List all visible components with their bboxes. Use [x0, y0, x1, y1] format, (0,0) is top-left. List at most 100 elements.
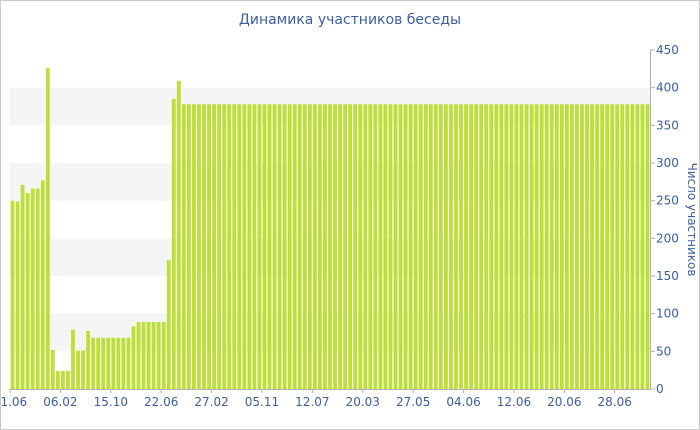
- bar: [207, 104, 211, 390]
- bar: [222, 104, 227, 390]
- bar: [338, 104, 342, 390]
- bar: [287, 104, 292, 390]
- bar: [252, 104, 257, 390]
- bar: [438, 104, 443, 390]
- bar: [358, 104, 363, 390]
- x-tick-label: 06.02: [43, 395, 77, 409]
- bar: [277, 104, 282, 390]
- bar: [635, 104, 640, 390]
- bar: [539, 104, 544, 390]
- bar: [625, 104, 630, 390]
- bar: [383, 104, 388, 390]
- bar: [620, 104, 625, 390]
- y-tick-label: 450: [656, 43, 679, 57]
- bar: [564, 104, 569, 390]
- bar: [610, 104, 615, 390]
- bar: [393, 104, 398, 390]
- bar: [202, 104, 206, 390]
- bar: [242, 104, 247, 390]
- bar: [549, 104, 554, 390]
- bar: [282, 104, 287, 390]
- bar: [580, 104, 584, 390]
- bar: [398, 104, 403, 390]
- bar: [343, 104, 348, 390]
- bar: [318, 104, 322, 390]
- bar: [544, 104, 549, 390]
- bar: [363, 104, 368, 390]
- bar: [615, 104, 620, 390]
- bar: [151, 321, 156, 389]
- bar: [413, 104, 418, 390]
- bar: [55, 370, 60, 389]
- bar: [494, 104, 499, 390]
- x-tick-label: 04.06: [446, 395, 480, 409]
- bar: [373, 104, 378, 390]
- bar: [292, 104, 297, 390]
- bar: [484, 104, 489, 390]
- x-tick-label: 12.06: [497, 395, 531, 409]
- bar: [333, 104, 337, 390]
- bar: [106, 337, 111, 389]
- bar: [91, 337, 96, 389]
- bar: [323, 104, 327, 390]
- bar: [146, 321, 151, 389]
- bar: [443, 104, 448, 390]
- bar: [418, 104, 423, 390]
- bar: [136, 321, 141, 389]
- bar: [60, 370, 65, 389]
- bar: [262, 104, 267, 390]
- y-tick-label: 400: [656, 81, 679, 95]
- bar: [126, 337, 131, 389]
- bar: [590, 104, 594, 390]
- bar: [423, 104, 428, 390]
- bar: [272, 104, 277, 390]
- bar: [181, 104, 186, 390]
- bar: [212, 104, 217, 390]
- bar: [504, 104, 509, 390]
- bar: [237, 104, 242, 390]
- bar: [192, 104, 196, 390]
- bar: [378, 104, 383, 390]
- bar: [499, 104, 504, 390]
- bar: [66, 370, 70, 389]
- bar: [348, 104, 353, 390]
- bar: [25, 193, 30, 389]
- bar: [71, 329, 75, 389]
- chart-title: Динамика участников беседы: [238, 12, 462, 28]
- bar: [408, 104, 413, 390]
- bar: [15, 201, 20, 389]
- bar: [459, 104, 463, 390]
- bar: [312, 104, 317, 390]
- bar: [171, 98, 176, 389]
- bar: [559, 104, 564, 390]
- bar: [30, 188, 35, 389]
- bar: [534, 104, 539, 390]
- bar: [433, 104, 438, 390]
- bar: [524, 104, 529, 390]
- y-tick-label: 300: [656, 156, 679, 170]
- bar: [50, 349, 55, 389]
- bar: [569, 104, 574, 390]
- bar: [514, 104, 519, 390]
- y-tick-label: 350: [656, 118, 679, 132]
- bar: [197, 104, 201, 390]
- bar: [81, 350, 85, 389]
- x-tick-label: 20.03: [346, 395, 380, 409]
- bar: [464, 104, 468, 390]
- bar: [474, 104, 479, 390]
- y-tick-label: 100: [656, 307, 679, 321]
- x-tick-label: 20.06: [547, 395, 581, 409]
- bar: [428, 104, 433, 390]
- y-tick-label: 0: [656, 382, 664, 396]
- y-tick-label: 200: [656, 231, 679, 245]
- x-tick-label: 05.11: [245, 395, 279, 409]
- bar: [232, 104, 237, 390]
- x-tick-label: 15.10: [94, 395, 128, 409]
- bar: [302, 104, 307, 390]
- x-tick-label: 12.07: [295, 395, 329, 409]
- bar: [116, 337, 121, 389]
- bar: [111, 337, 116, 389]
- bar: [45, 68, 50, 389]
- bar: [469, 104, 474, 390]
- bar: [640, 104, 645, 390]
